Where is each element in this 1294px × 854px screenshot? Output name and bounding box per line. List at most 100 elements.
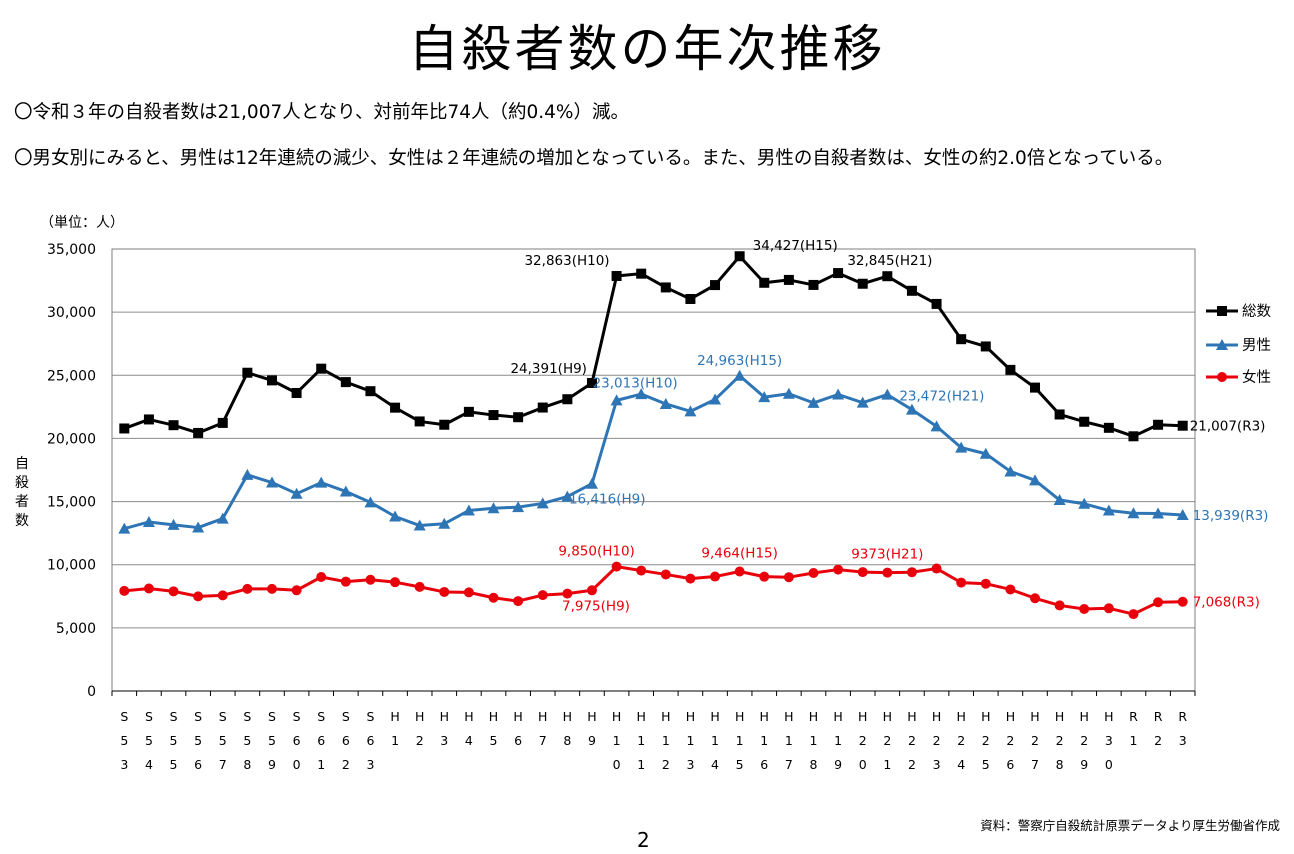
data-point [1128,609,1139,620]
data-point [561,490,574,502]
data-label: 16,416(H9) [569,492,646,508]
data-label: 34,427(H15) [753,238,838,254]
data-point [955,441,968,453]
data-point [414,581,425,592]
data-point [980,341,991,352]
data-label: 21,007(R3) [1190,419,1266,435]
data-point [1128,431,1139,442]
data-point [710,280,721,291]
data-point [734,566,745,577]
data-point [1030,382,1041,393]
data-point [659,397,672,409]
data-point [1005,364,1016,375]
data-point [980,578,991,589]
data-point [390,402,401,413]
data-point [291,585,302,596]
data-point [167,518,180,530]
data-point [316,363,327,374]
summary-bullet-1: 〇令和３年の自殺者数は21,007人となり、対前年比74人（約0.4%）減。 [14,102,629,123]
data-point [365,386,376,397]
data-point [119,585,130,596]
data-label: 9373(H21) [851,547,923,563]
data-label: 7,068(R3) [1193,595,1260,611]
data-label: 7,975(H9) [562,598,630,614]
y-tick-label: 35,000 [47,242,96,258]
data-point [536,497,549,509]
data-point [463,406,474,417]
data-point [930,420,943,432]
y-tick-label: 20,000 [47,431,96,447]
series-line-1 [123,254,1183,438]
data-point [1004,465,1017,477]
data-point [1153,419,1164,430]
data-point [782,387,795,399]
data-point [857,278,868,289]
data-point [291,387,302,398]
data-label: 9,464(H15) [701,545,778,561]
data-point [833,268,844,279]
y-tick-label: 25,000 [47,368,96,384]
data-label: 9,850(H10) [558,544,635,560]
data-point [143,414,154,425]
data-point [660,282,671,293]
data-point [660,569,671,580]
data-point [537,402,548,413]
data-point [759,277,770,288]
series-line-2 [123,374,1183,531]
data-point [734,251,745,262]
data-point [1217,372,1227,382]
y-tick-label: 15,000 [47,495,96,511]
data-point [710,571,721,582]
data-point [684,405,697,417]
data-point [856,396,869,408]
data-point [833,564,844,575]
data-point [168,420,179,431]
data-point [118,522,131,534]
data-point [906,285,917,296]
source-note: 資料：警察庁自殺統計原票データより厚生労働省作成 [980,818,1280,833]
data-point [193,591,204,602]
y-axis-title: 自殺者数 [15,456,29,529]
data-point [931,298,942,309]
summary-bullet-2: 〇男女別にみると、男性は12年連続の減少、女性は２年連続の増加となっている。また… [14,148,1174,169]
data-point [413,519,426,531]
data-point [1102,504,1115,516]
data-point [439,419,450,430]
data-point [364,496,377,508]
data-point [290,487,303,499]
data-label: 32,845(H21) [847,253,932,269]
data-label: 23,013(H10) [593,375,678,391]
data-point [1103,422,1114,433]
data-point [1053,494,1066,506]
legend-label: 女性 [1242,368,1271,386]
data-point [956,334,967,345]
data-point [340,377,351,388]
data-point [193,427,204,438]
data-point [1177,596,1188,607]
data-point [685,573,696,584]
data-point [562,588,573,599]
legend-label: 男性 [1242,337,1271,354]
data-point [783,572,794,583]
data-point [733,369,746,381]
data-point [389,510,402,522]
data-point [1078,497,1091,509]
data-point [1029,474,1042,486]
data-point [635,388,648,400]
data-point [636,565,647,576]
